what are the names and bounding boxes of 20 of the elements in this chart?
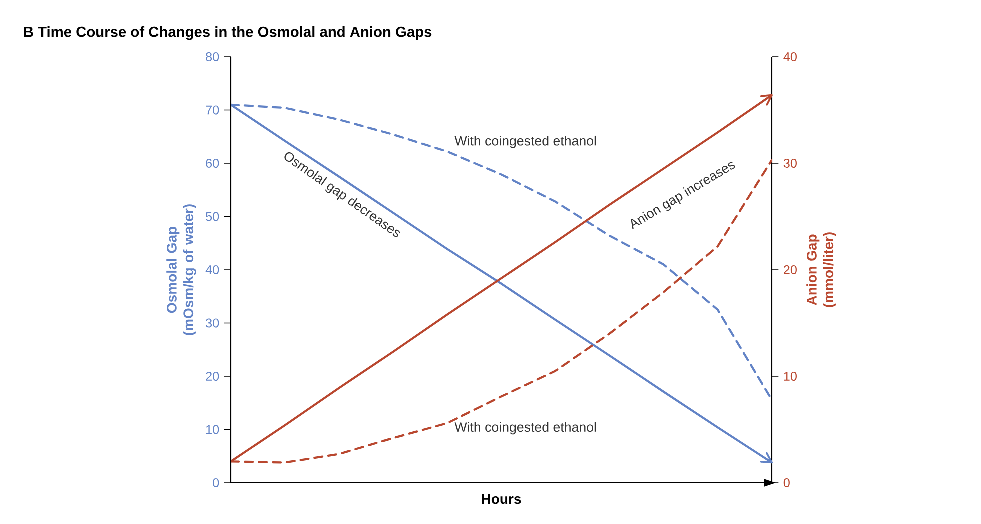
y-tick-label: 80 [206, 52, 220, 62]
y-tick-label: 10 [206, 425, 220, 434]
y2-tick-label: 40 [784, 52, 797, 62]
y-tick-label: 30 [206, 318, 220, 328]
y-tick-label: 0 [213, 478, 220, 488]
chart-title: B Time Course of Changes in the Osmolal and Anion Gaps [24, 26, 432, 40]
y-axis-title: Osmolal Gap (mOsm/kg of water) [166, 204, 196, 336]
annotation: With coingested ethanol [454, 136, 596, 148]
y2-tick-label: 0 [784, 478, 790, 488]
y-tick-label: 40 [206, 266, 220, 274]
x-axis-title: Hours [482, 494, 522, 504]
annotation: With coingested ethanol [454, 422, 596, 435]
y2-tick-label: 10 [784, 372, 797, 381]
y2-tick-label: 30 [784, 159, 797, 168]
y-tick-label: 20 [206, 372, 220, 381]
y-tick-label: 50 [206, 212, 220, 222]
y2-axis-title: Anion Gap (mmol/liter) [806, 232, 836, 308]
y-tick-label: 60 [206, 159, 220, 168]
y2-tick-label: 20 [784, 266, 797, 274]
y-tick-label: 70 [206, 106, 220, 115]
